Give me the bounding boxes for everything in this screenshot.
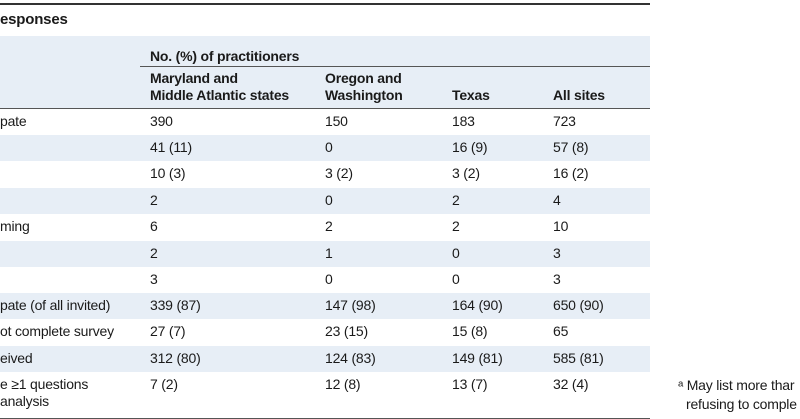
column-header: Oregon and Washington [325,70,403,103]
column-header: Texas [452,87,490,103]
group-header: No. (%) of practitioners [150,48,300,64]
row-label: e ≥1 questions analysis [0,376,89,409]
cell: 0 [325,139,333,155]
cell: 27 (7) [150,323,186,339]
cell: 0 [452,245,460,261]
cell: 3 [553,271,561,287]
row-label: pate [0,113,27,129]
cell: 16 (2) [553,165,589,181]
cell: 312 (80) [150,350,201,366]
cell: 2 [150,245,158,261]
cell: 23 (15) [325,323,368,339]
cell: 0 [325,192,333,208]
row-background [0,188,650,214]
footnote-line: ᵃ May list more thar [678,377,795,393]
top-rule [0,3,650,5]
cell: 41 (11) [150,139,192,155]
cell: 32 (4) [553,376,589,392]
row-background [0,293,650,319]
row-label: pate (of all invited) [0,297,111,313]
cell: 2 [452,218,460,234]
group-rule [140,66,650,67]
cell: 0 [452,271,460,287]
cell: 6 [150,218,158,234]
cell: 3 [150,271,158,287]
cell: 57 (8) [553,139,589,155]
cell: 10 (3) [150,165,186,181]
column-header: All sites [553,87,605,103]
row-label: ot complete survey [0,323,114,339]
cell: 585 (81) [553,350,604,366]
cell: 65 [553,323,569,339]
cell: 723 [553,113,576,129]
cell: 3 [553,245,561,261]
cell: 124 (83) [325,350,376,366]
header-rule [0,108,650,109]
cell: 149 (81) [452,350,503,366]
cell: 390 [150,113,173,129]
row-label: ming [0,218,30,234]
cell: 3 (2) [325,165,353,181]
cell: 0 [325,271,333,287]
cell: 3 (2) [452,165,480,181]
cell: 16 (9) [452,139,488,155]
row-background [0,135,650,161]
cell: 7 (2) [150,376,178,392]
cell: 1 [325,245,333,261]
cell: 2 [150,192,158,208]
row-background [0,346,650,372]
cell: 2 [452,192,460,208]
cell: 183 [452,113,475,129]
cell: 10 [553,218,569,234]
cell: 147 (98) [325,297,376,313]
footnote-line: refusing to comple [686,396,797,412]
cell: 650 (90) [553,297,604,313]
cell: 339 (87) [150,297,201,313]
cell: 2 [325,218,333,234]
row-background [0,241,650,267]
header-background [0,36,650,108]
table-title: esponses [0,11,68,28]
cell: 15 (8) [452,323,488,339]
column-header: Maryland and Middle Atlantic states [150,70,289,103]
cell: 4 [553,192,561,208]
cell: 12 (8) [325,376,361,392]
cell: 164 (90) [452,297,503,313]
cell: 150 [325,113,348,129]
cell: 13 (7) [452,376,488,392]
row-label: eived [0,350,33,366]
